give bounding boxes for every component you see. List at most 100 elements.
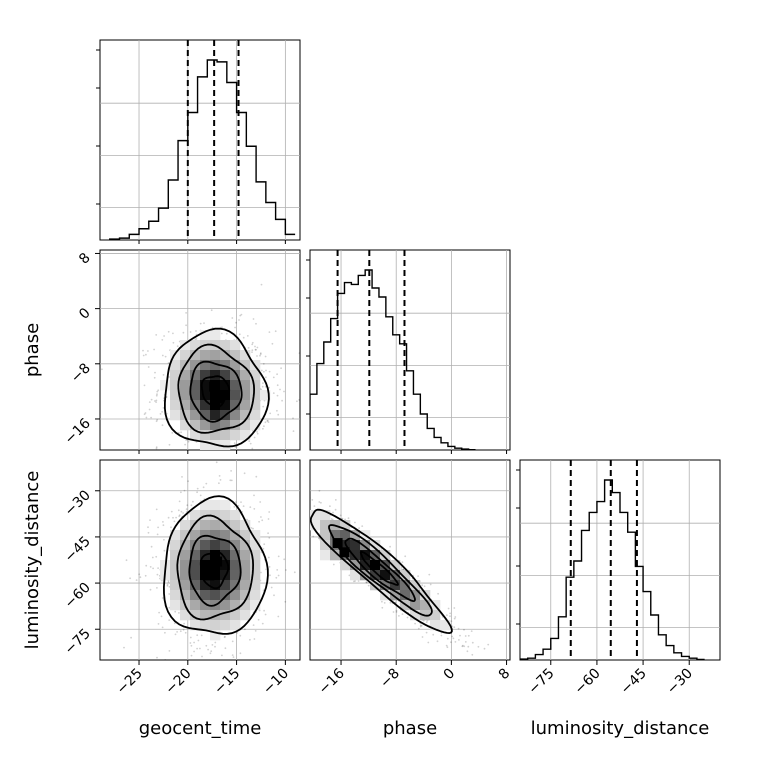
scatter-point — [239, 634, 242, 637]
density-cell — [240, 370, 251, 381]
scatter-point — [190, 504, 193, 507]
scatter-point — [184, 443, 187, 446]
scatter-point — [168, 376, 171, 378]
density-cell — [230, 530, 241, 541]
contour-line — [310, 508, 453, 635]
scatter-point — [214, 641, 217, 644]
scatter-point — [446, 614, 448, 617]
scatter-point — [150, 416, 153, 419]
scatter-point — [357, 580, 360, 582]
scatter-point — [249, 506, 252, 508]
scatter-point — [419, 624, 422, 627]
scatter-point — [282, 494, 284, 496]
scatter-point — [273, 472, 275, 474]
density-cell — [240, 420, 251, 431]
density-cell — [230, 430, 241, 441]
density-cell — [240, 430, 251, 441]
density-cell — [230, 350, 241, 361]
contour-line — [164, 327, 270, 448]
scatter-point — [269, 412, 272, 415]
scatter-point — [144, 412, 147, 414]
scatter-point — [190, 644, 193, 647]
scatter-point — [187, 480, 190, 483]
density-cell — [190, 600, 201, 611]
scatter-point — [236, 632, 239, 634]
scatter-point — [398, 615, 400, 617]
scatter-point — [143, 384, 146, 387]
scatter-point — [209, 652, 212, 655]
density-cell — [310, 510, 321, 521]
scatter-point — [347, 517, 350, 520]
scatter-point — [308, 524, 310, 526]
scatter-point — [193, 650, 196, 653]
scatter-point — [401, 613, 404, 615]
scatter-point — [471, 653, 474, 656]
scatter-point — [353, 580, 355, 583]
scatter-point — [183, 450, 185, 452]
scatter-point — [459, 634, 461, 637]
scatter-point — [164, 355, 167, 358]
scatter-point — [211, 326, 214, 329]
density-cell — [230, 540, 241, 551]
density-cell — [220, 340, 231, 351]
scatter-point — [267, 532, 269, 535]
scatter-point — [259, 501, 262, 503]
histogram-step-line — [520, 479, 705, 660]
scatter-point — [285, 569, 287, 571]
density-cell — [230, 510, 241, 521]
scatter-point — [156, 418, 159, 421]
scatter-point — [263, 425, 265, 428]
density-cell — [350, 570, 361, 581]
contour-line — [199, 551, 230, 590]
scatter-point — [167, 330, 170, 333]
density-cell — [220, 510, 231, 521]
scatter-point — [401, 561, 404, 563]
scatter-point — [264, 355, 267, 358]
scatter-point — [162, 374, 165, 376]
density-cell — [240, 530, 251, 541]
scatter-point — [307, 521, 309, 523]
scatter-point — [252, 318, 255, 320]
y-tick-label: 0 — [76, 305, 94, 323]
scatter-point — [218, 482, 220, 485]
scatter-point — [312, 535, 315, 538]
scatter-point — [147, 526, 149, 529]
scatter-point — [224, 647, 227, 650]
density-cell — [320, 510, 331, 521]
scatter-point — [178, 514, 181, 516]
density-cell — [200, 380, 211, 391]
x-tick-label: −16 — [316, 665, 348, 697]
scatter-point — [254, 345, 256, 348]
scatter-point — [475, 664, 477, 666]
scatter-point — [188, 468, 190, 470]
scatter-point — [367, 584, 370, 587]
scatter-point — [296, 400, 298, 403]
scatter-point — [178, 500, 181, 503]
scatter-point — [155, 394, 158, 397]
panel-joint-luminosity-distance-vs-phase — [273, 459, 511, 666]
density-cell — [220, 600, 231, 611]
density-cell — [220, 540, 231, 551]
scatter-point — [242, 336, 245, 339]
scatter-point — [264, 613, 267, 616]
scatter-point — [215, 461, 218, 464]
density-cell — [230, 610, 241, 621]
scatter-point — [453, 617, 456, 620]
density-cell — [220, 580, 231, 591]
scatter-point — [265, 568, 267, 571]
density-cell — [190, 620, 201, 631]
scatter-point — [149, 519, 151, 521]
scatter-point — [271, 342, 274, 345]
density-cell — [350, 530, 361, 541]
panel-frame — [309, 459, 511, 661]
density-cell — [390, 560, 401, 571]
scatter-point — [254, 630, 257, 632]
scatter-point — [179, 630, 182, 633]
scatter-point — [230, 659, 232, 660]
scatter-point — [266, 420, 269, 422]
scatter-point — [157, 623, 160, 625]
scatter-point — [199, 647, 201, 650]
scatter-point — [145, 416, 148, 419]
scatter-point — [153, 376, 156, 379]
scatter-point — [244, 628, 246, 631]
